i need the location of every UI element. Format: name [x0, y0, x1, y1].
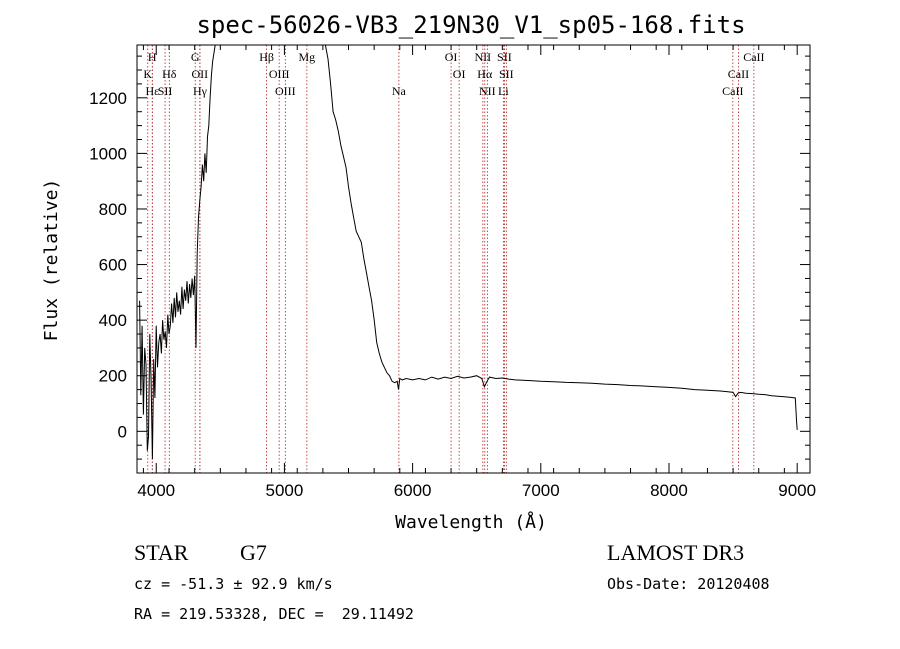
y-tick-label: 200: [99, 367, 127, 386]
spectral-line-label: Hγ: [193, 84, 208, 98]
spectral-line-label: SII: [158, 84, 173, 98]
spectral-line-label: OIII: [269, 67, 290, 81]
spectral-line-label: Na: [392, 84, 407, 98]
spectral-line-label: NII: [475, 50, 492, 64]
y-tick-label: 800: [99, 200, 127, 219]
spectral-line-label: Li: [498, 84, 509, 98]
redshift-velocity: cz = -51.3 ± 92.9 km/s: [134, 575, 333, 593]
x-tick-label: 6000: [394, 481, 432, 500]
y-tick-label: 1000: [89, 144, 127, 163]
y-axis-label: Flux (relative): [41, 179, 62, 342]
y-tick-label: 400: [99, 311, 127, 330]
object-class: STAR: [134, 540, 189, 565]
plot-frame: [136, 44, 811, 474]
axis-ticks: 4000 5000 6000 7000 8000 9000 0 200 400 600 800 100…: [89, 45, 816, 500]
spectral-line-label: Hβ: [259, 50, 274, 64]
observation-date: Obs-Date: 20120408: [607, 575, 770, 593]
spectral-line-label: Hε: [146, 84, 160, 98]
spectral-line-label: OI: [445, 50, 458, 64]
spectral-line-label: SII: [499, 67, 514, 81]
x-axis-label: Wavelength (Å): [395, 511, 547, 533]
spectral-line-label: NII: [479, 84, 496, 98]
y-tick-label: 0: [118, 422, 127, 441]
survey-name: LAMOST DR3: [607, 540, 745, 565]
coordinates: RA = 219.53328, DEC = 29.11492: [134, 605, 414, 623]
spectral-line-label: OIII: [275, 84, 296, 98]
spectral-line-label: OI: [453, 67, 466, 81]
spectral-line-label: H: [148, 50, 157, 64]
spectral-line-label: OII: [191, 67, 208, 81]
spectral-line-markers: [147, 45, 755, 473]
spectral-line-label: K: [143, 67, 152, 81]
y-tick-label: 600: [99, 256, 127, 275]
chart-title: spec-56026-VB3_219N30_V1_sp05-168.fits: [196, 11, 745, 39]
x-tick-label: 4000: [137, 481, 175, 500]
spectral-line-label: CaII: [743, 50, 764, 64]
spectral-line-label: CaII: [722, 84, 743, 98]
y-tick-label: 1200: [89, 89, 127, 108]
x-tick-label: 5000: [266, 481, 304, 500]
x-tick-label: 8000: [650, 481, 688, 500]
x-tick-label: 7000: [522, 481, 560, 500]
object-subclass: G7: [240, 540, 267, 565]
spectral-line-label: Hα: [477, 67, 493, 81]
x-tick-label: 9000: [778, 481, 816, 500]
spectrum-chart: spec-56026-VB3_219N30_V1_sp05-168.fits H…: [41, 11, 816, 533]
spectral-line-label: CaII: [728, 67, 749, 81]
spectral-line-label: Mg: [299, 50, 316, 64]
spectral-line-label: SII: [497, 50, 512, 64]
spectral-line-labels: HKHεSIIHδGOIIHγHβOIIIOIIIMgNaOIOINIIHαNI…: [143, 50, 764, 98]
spectrum-series-line: [139, 44, 798, 460]
spectral-line-label: Hδ: [162, 67, 177, 81]
spectral-line-label: G: [191, 50, 200, 64]
